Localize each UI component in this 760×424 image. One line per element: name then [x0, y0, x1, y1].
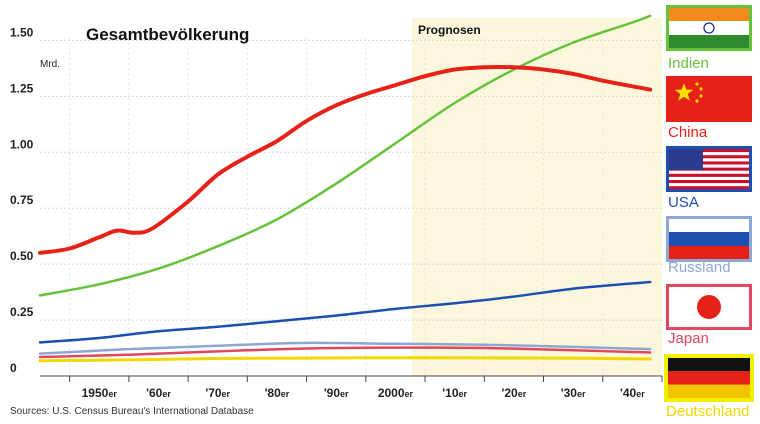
- x-tick-label: '20er: [502, 386, 527, 400]
- x-tick-label: '80er: [265, 386, 290, 400]
- series-line-russland: [38, 341, 652, 355]
- series-line-japan: [38, 346, 652, 359]
- series-line-china: [38, 64, 653, 255]
- series-line-indien: [38, 14, 652, 297]
- forecast-region: [412, 18, 662, 376]
- x-tick-suffix: er: [518, 389, 527, 399]
- x-axis: 1950er '60er '70er '80er '90er 2000er '10er '20…: [40, 375, 663, 400]
- y-axis: 0 0.25 0.50 0.75 1.00 1.25 1.50: [10, 25, 34, 375]
- x-tick-label: '30er: [561, 386, 586, 400]
- legend-label-russland: Russland: [668, 259, 731, 276]
- source-note: Sources: U.S. Census Bureau's Internatio…: [10, 406, 254, 417]
- y-tick-label: 0.75: [10, 193, 34, 207]
- x-tick-label: '70er: [205, 386, 230, 400]
- x-tick-label: 1950er: [82, 386, 118, 400]
- y-tick-label: 1.25: [10, 81, 34, 95]
- x-tick-label: '60er: [146, 386, 171, 400]
- india-flag-icon: [666, 5, 752, 51]
- y-tick-label: 0.25: [10, 305, 34, 319]
- x-tick-suffix: er: [636, 389, 645, 399]
- x-tick-suffix: er: [340, 389, 349, 399]
- x-tick-suffix: er: [459, 389, 468, 399]
- x-tick-suffix: er: [222, 389, 231, 399]
- y-tick-label: 0.50: [10, 249, 34, 263]
- x-tick-suffix: er: [577, 389, 586, 399]
- x-tick-suffix: er: [281, 389, 290, 399]
- china-flag-icon: [666, 76, 752, 122]
- russia-flag-icon: [666, 216, 752, 262]
- x-tick-label: '10er: [442, 386, 467, 400]
- x-tick-label: '90er: [324, 386, 349, 400]
- x-tick-suffix: er: [405, 389, 414, 399]
- legend-label-indien: Indien: [668, 55, 709, 72]
- y-tick-label: 1.00: [10, 137, 34, 151]
- y-tick-label: 1.50: [10, 25, 34, 39]
- germany-flag-icon: [664, 354, 754, 402]
- x-tick-suffix: er: [162, 389, 171, 399]
- x-tick-label: '40er: [620, 386, 645, 400]
- forecast-label: Prognosen: [418, 23, 481, 37]
- legend-label-usa: USA: [668, 194, 699, 211]
- chart-title: Gesamtbevölkerung: [86, 25, 249, 44]
- legend-label-japan: Japan: [668, 330, 709, 347]
- legend-label-china: China: [668, 124, 708, 141]
- usa-flag-icon: [666, 146, 752, 192]
- series-line-deutschland: [38, 356, 652, 363]
- y-tick-label: 0: [10, 361, 17, 375]
- legend: Indien China USA: [664, 5, 754, 420]
- series-line-usa: [38, 280, 652, 344]
- japan-flag-icon: [666, 284, 752, 330]
- series-lines: [38, 14, 653, 363]
- x-tick-suffix: er: [108, 389, 117, 399]
- legend-label-deutschland: Deutschland: [666, 403, 749, 420]
- y-axis-unit: Mrd.: [40, 59, 60, 70]
- x-tick-label: 2000er: [378, 386, 414, 400]
